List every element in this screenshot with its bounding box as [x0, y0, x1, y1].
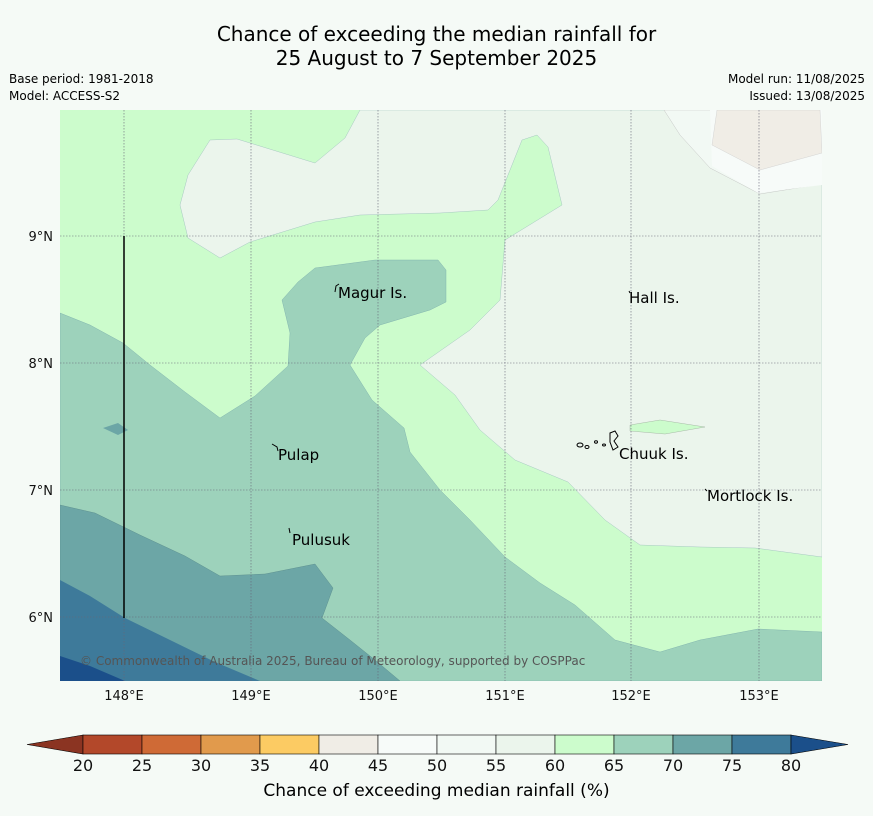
colorbar-segment — [672, 734, 733, 755]
chart-title: Chance of exceeding the median rainfall … — [0, 22, 873, 70]
lon-tick-label: 151°E — [485, 689, 525, 704]
colorbar-segment — [554, 734, 615, 755]
island-outlines — [271, 283, 708, 534]
title-line-1: Chance of exceeding the median rainfall … — [216, 22, 657, 46]
island-mortlock — [704, 488, 708, 492]
place-label: Magur Is. — [338, 284, 407, 302]
lat-tick-label: 6°N — [29, 611, 54, 626]
colorbar-segment — [731, 734, 792, 755]
lon-tick-label: 149°E — [231, 689, 271, 704]
colorbar-segment — [200, 734, 261, 755]
colorbar-tick-label: 25 — [132, 756, 152, 775]
colorbar-segment — [82, 734, 143, 755]
lat-tick-label: 8°N — [29, 357, 54, 372]
lon-tick-label: 150°E — [358, 689, 398, 704]
band-70-75-patch — [103, 423, 128, 435]
lon-tick-label: 153°E — [739, 689, 779, 704]
place-labels: Magur Is. Hall Is. Pulap Chuuk Is. Mortl… — [278, 284, 793, 549]
issued-date: Issued: 13/08/2025 — [749, 89, 865, 103]
colorbar-tick-label: 35 — [250, 756, 270, 775]
meta-right: Model run: 11/08/2025 Issued: 13/08/2025 — [728, 71, 865, 105]
model-run: Model run: 11/08/2025 — [727, 72, 865, 86]
colorbar-segment — [141, 734, 202, 755]
island-hall — [628, 290, 631, 294]
place-label: Mortlock Is. — [707, 487, 793, 505]
colorbar: 20 25 30 35 40 45 50 55 60 65 70 75 80 — [26, 734, 849, 775]
copyright-notice: © Commonwealth of Australia 2025, Bureau… — [80, 654, 585, 668]
colorbar-tick-label: 50 — [427, 756, 447, 775]
lat-tick-label: 9°N — [29, 230, 54, 245]
lon-ticks: 148°E 149°E 150°E 151°E 152°E 153°E — [104, 689, 779, 704]
colorbar-over-arrow — [790, 734, 849, 755]
lat-tick-label: 7°N — [29, 484, 54, 499]
colorbar-tick-label: 40 — [309, 756, 329, 775]
colorbar-segment — [377, 734, 438, 755]
band-above-80 — [60, 656, 125, 681]
lon-tick-label: 152°E — [611, 689, 651, 704]
lon-tick-label: 148°E — [104, 689, 144, 704]
band-75-80 — [60, 580, 260, 681]
colorbar-segment — [436, 734, 497, 755]
band-55-60 — [179, 110, 822, 558]
colorbar-title: Chance of exceeding median rainfall (%) — [263, 781, 610, 801]
island-magur — [334, 283, 340, 293]
colorbar-under-arrow — [26, 734, 84, 755]
colorbar-tick-label: 20 — [73, 756, 93, 775]
colorbar-tick-label: 65 — [604, 756, 624, 775]
colorbar-tick-label: 55 — [486, 756, 506, 775]
colorbar-segment — [495, 734, 556, 755]
place-label: Chuuk Is. — [619, 445, 688, 463]
colorbar-tick-label: 45 — [368, 756, 388, 775]
base-period: Base period: 1981-2018 — [9, 72, 154, 86]
lat-ticks: 9°N 8°N 7°N 6°N — [29, 230, 54, 626]
island-chuuk — [576, 430, 619, 451]
colorbar-tick-label: 30 — [191, 756, 211, 775]
contour-fill — [60, 110, 822, 681]
colorbar-segment — [259, 734, 320, 755]
meta-left: Base period: 1981-2018 Model: ACCESS-S2 — [9, 71, 154, 105]
colorbar-segment — [613, 734, 674, 755]
colorbar-tick-label: 70 — [663, 756, 683, 775]
band-40-45 — [711, 110, 822, 171]
colorbar-tick-label: 75 — [722, 756, 742, 775]
model-name: Model: ACCESS-S2 — [9, 89, 121, 103]
place-label: Hall Is. — [629, 289, 680, 307]
colorbar-tick-label: 80 — [781, 756, 801, 775]
title-line-2: 25 August to 7 September 2025 — [275, 46, 598, 70]
band-60-65-patch — [629, 419, 706, 435]
place-label: Pulusuk — [292, 531, 350, 549]
island-pulap — [271, 443, 279, 452]
island-pulusuk — [288, 527, 291, 534]
colorbar-segment — [318, 734, 379, 755]
place-label: Pulap — [278, 446, 319, 464]
colorbar-tick-label: 60 — [545, 756, 565, 775]
